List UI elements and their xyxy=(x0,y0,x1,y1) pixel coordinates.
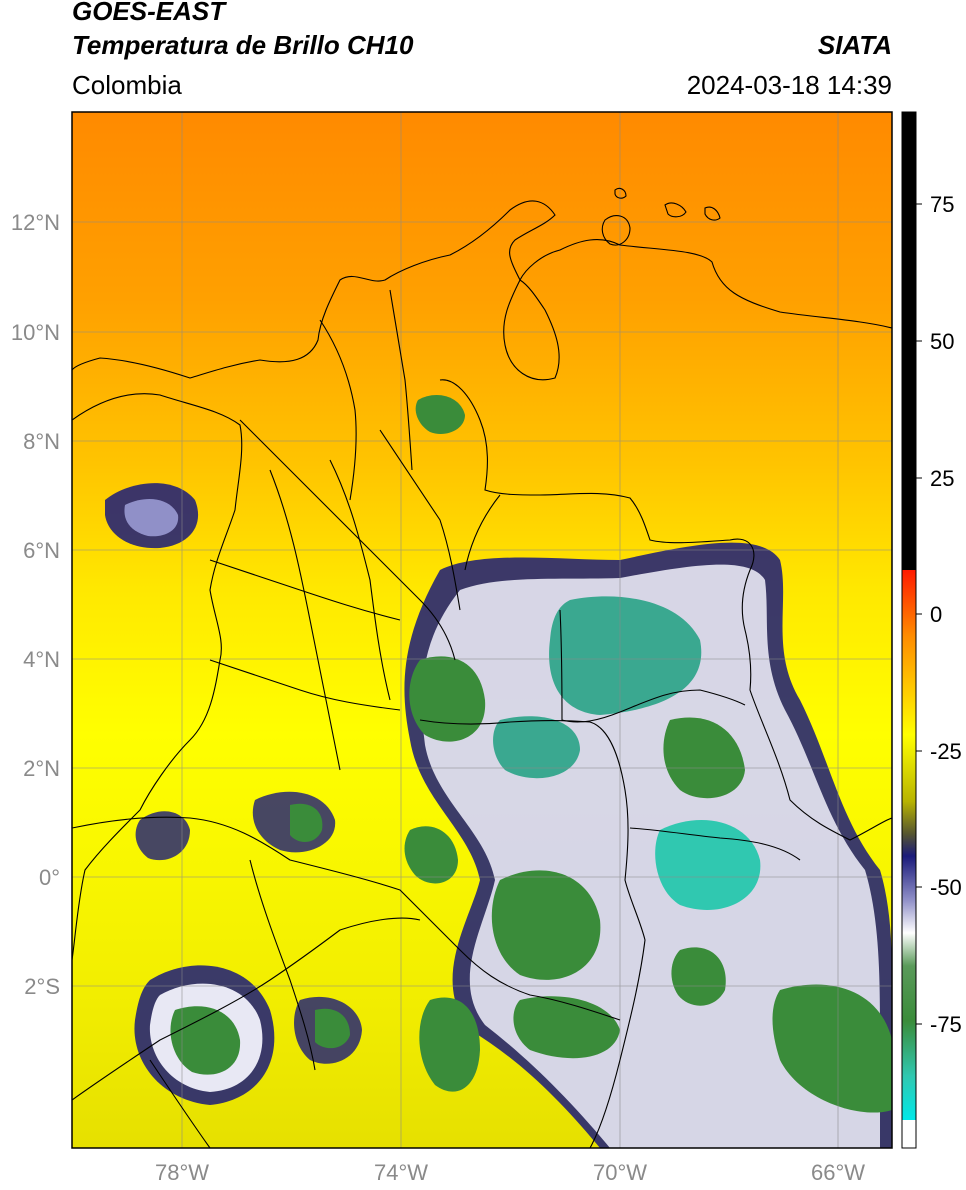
department-border xyxy=(379,429,461,611)
cloud-core-14 xyxy=(315,1008,350,1049)
cloud-core-10 xyxy=(772,984,892,1113)
cloud-core-6 xyxy=(491,870,601,980)
colorbar-white-end xyxy=(902,1120,916,1148)
department-border xyxy=(249,859,316,1071)
department-border xyxy=(269,469,341,771)
colorbar-gradient xyxy=(902,570,916,1120)
lon-tick: 78°W xyxy=(155,1160,209,1185)
lat-tick: 2°S xyxy=(24,974,60,999)
colorbar-tick: -50 xyxy=(930,875,962,900)
lon-tick: 74°W xyxy=(374,1160,428,1185)
cloud-core-7 xyxy=(404,826,458,884)
colorbar-tick: -75 xyxy=(930,1012,962,1037)
map-frame xyxy=(71,111,893,1149)
lat-tick: 12°N xyxy=(11,210,60,235)
lat-tick: 4°N xyxy=(23,647,60,672)
lat-tick: 6°N xyxy=(23,538,60,563)
border-ecuador-peru xyxy=(72,917,421,1101)
colorbar-tick: 75 xyxy=(930,192,954,217)
border-brazil-venezuela xyxy=(629,827,801,861)
colorbar-tick: 50 xyxy=(930,329,954,354)
cloud-core-8 xyxy=(419,997,480,1092)
cloud-core-13 xyxy=(290,803,323,842)
colorbar-tick: 25 xyxy=(930,466,954,491)
gridlines xyxy=(72,112,892,1148)
department-border xyxy=(209,559,401,621)
coastline-caribbean xyxy=(72,200,892,379)
cloud-clusters xyxy=(105,395,892,1148)
department-border xyxy=(149,1059,211,1148)
border-colombia-ecuador-peru xyxy=(72,816,621,1021)
lat-tick: 2°N xyxy=(23,756,60,781)
colorbar: 75 50 25 0 -25 -50 -75 xyxy=(901,111,962,1149)
cloud-core-2 xyxy=(493,716,580,779)
border-colombia-brazil xyxy=(419,719,646,1148)
cloud-cluster-small-2 xyxy=(135,811,190,861)
department-border xyxy=(389,289,413,471)
department-border xyxy=(319,319,357,501)
island-curacao xyxy=(601,215,631,246)
cloud-core-3 xyxy=(409,656,486,742)
colorbar-frame xyxy=(901,111,917,1149)
colorbar-tick: -25 xyxy=(930,739,962,764)
department-border xyxy=(209,659,401,711)
country-borders xyxy=(72,187,892,1148)
border-colombia-venezuela-2 xyxy=(559,609,746,723)
cloud-core-15 xyxy=(415,395,465,435)
lon-tick: 70°W xyxy=(593,1160,647,1185)
datetime-label: 2024-03-18 14:39 xyxy=(686,70,892,100)
map-raster xyxy=(72,112,892,1148)
colorbar-warm-segment xyxy=(902,112,916,570)
cloud-core-5 xyxy=(655,820,761,910)
cloud-core-4 xyxy=(663,717,745,799)
agency-label: SIATA xyxy=(817,30,892,60)
cloud-core-1 xyxy=(549,596,702,715)
border-venezuela xyxy=(439,379,892,841)
cloud-cluster-pacific-inner xyxy=(124,499,179,537)
department-border xyxy=(464,494,501,571)
product-title: Temperatura de Brillo CH10 xyxy=(72,30,414,60)
colorbar-tick: 0 xyxy=(930,602,942,627)
lat-tick: 0° xyxy=(39,865,60,890)
island-small xyxy=(704,206,721,221)
department-border xyxy=(329,459,391,701)
lat-tick: 10°N xyxy=(11,320,60,345)
latitude-axis: 12°N 10°N 8°N 6°N 4°N 2°N 0° 2°S xyxy=(11,210,60,999)
coastline-pacific xyxy=(72,393,243,961)
longitude-axis: 78°W 74°W 70°W 66°W xyxy=(155,1160,865,1185)
cloud-core-11 xyxy=(671,947,726,1006)
lon-tick: 66°W xyxy=(811,1160,865,1185)
lat-tick: 8°N xyxy=(23,429,60,454)
cloud-core-12 xyxy=(170,1006,241,1075)
lake-maracaibo xyxy=(503,279,560,381)
satellite-title: GOES-EAST xyxy=(72,0,226,26)
island-aruba xyxy=(614,187,627,199)
island-bonaire xyxy=(664,202,687,218)
region-label: Colombia xyxy=(72,70,182,100)
